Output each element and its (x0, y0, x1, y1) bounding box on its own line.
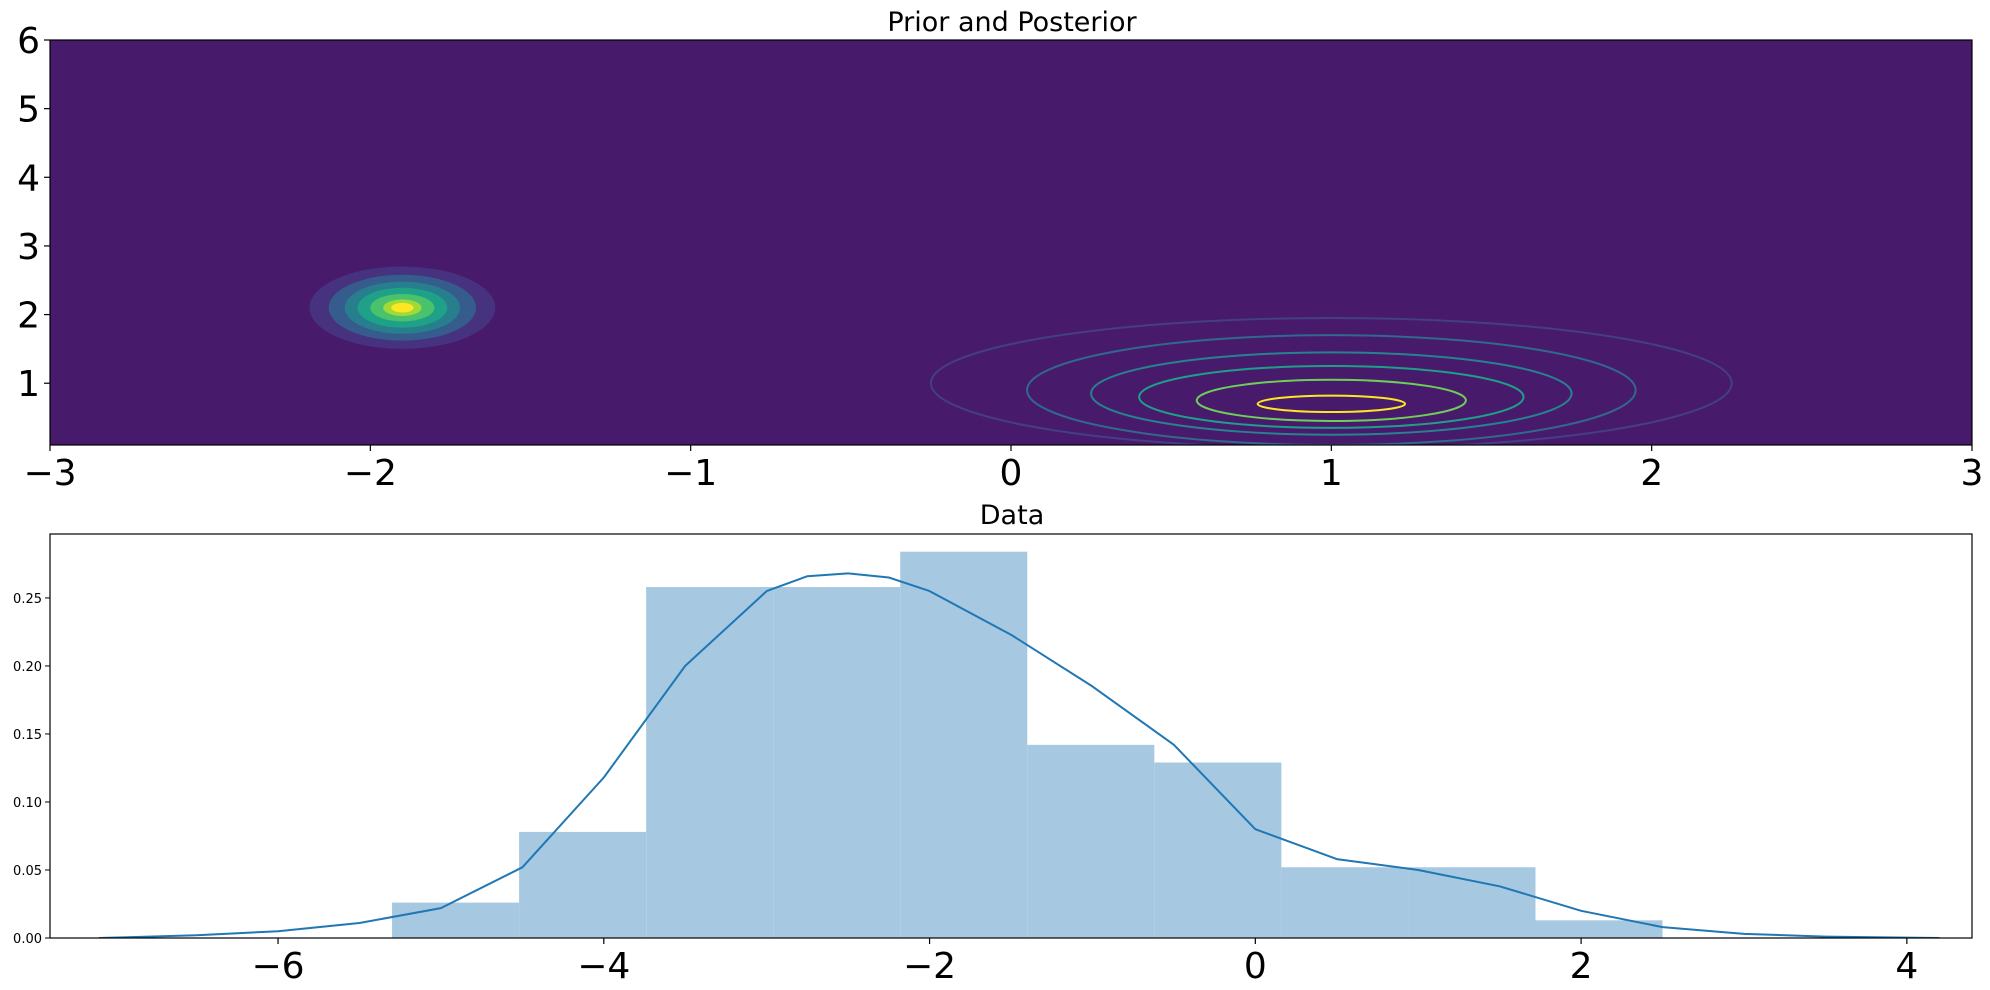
line-contour-level-0 (930, 317, 1733, 445)
prior-posterior-panel: Prior and Posterior −3 −2 −1 0 1 2 3 1 2 3 4 5 6 (17, 7, 1983, 494)
histogram-bar-2 (646, 587, 774, 938)
y-tick-label: 0.20 (13, 660, 42, 675)
y-tick-label: 3 (17, 227, 40, 268)
y-axis: 0.00 0.05 0.10 0.15 0.20 0.25 (13, 592, 50, 947)
line-contour-level-4 (1195, 378, 1467, 422)
y-tick-label: 1 (17, 364, 40, 405)
x-tick-label: 2 (1570, 946, 1593, 987)
plot-frame (49, 533, 1973, 939)
x-axis: −6 −4 −2 0 2 4 (251, 938, 1918, 987)
x-tick-label: −6 (251, 946, 304, 987)
x-tick-label: 2 (1640, 453, 1663, 494)
x-tick-label: 3 (1961, 453, 1984, 494)
x-tick-label: 1 (1320, 453, 1343, 494)
y-axis: 1 2 3 4 5 6 (17, 21, 50, 405)
x-tick-label: −2 (903, 946, 956, 987)
y-tick-label: 0.00 (13, 932, 42, 947)
data-title: Data (980, 500, 1044, 531)
y-tick-label: 5 (17, 90, 40, 131)
x-tick-label: −3 (23, 453, 76, 494)
histogram-bar-5 (1027, 744, 1155, 938)
data-panel: Data −6 −4 −2 0 2 4 0.00 0.05 0.10 0.15 0.20 0.25 (13, 500, 1973, 987)
x-tick-label: −2 (344, 453, 397, 494)
y-tick-label: 0.25 (13, 592, 42, 607)
x-tick-label: −1 (664, 453, 717, 494)
y-tick-label: 2 (17, 296, 40, 337)
histogram-bar-7 (1281, 867, 1409, 938)
plot-area-background (50, 40, 1972, 445)
filled-contour-level-6 (391, 302, 414, 313)
y-tick-label: 4 (17, 158, 40, 199)
line-contour-level-5 (1256, 394, 1407, 414)
line-contour-level-2 (1090, 351, 1573, 436)
histogram-bar-3 (773, 587, 901, 938)
y-tick-label: 6 (17, 21, 40, 62)
histogram-bars (392, 551, 1663, 938)
histogram-bar-0 (392, 902, 520, 938)
x-tick-label: 4 (1895, 946, 1918, 987)
histogram-bar-8 (1408, 867, 1536, 938)
kde-line (98, 572, 1940, 938)
contour-layer (309, 266, 1733, 445)
x-tick-label: 0 (1244, 946, 1267, 987)
x-tick-label: −4 (577, 946, 630, 987)
y-tick-label: 0.05 (13, 864, 42, 879)
line-contour-level-3 (1138, 365, 1525, 429)
x-axis: −3 −2 −1 0 1 2 3 (23, 445, 1983, 494)
kde-layer (98, 572, 1940, 938)
y-tick-label: 0.10 (13, 796, 42, 811)
histogram-bar-6 (1154, 762, 1282, 938)
y-tick-label: 0.15 (13, 728, 42, 743)
prior-posterior-title: Prior and Posterior (887, 7, 1137, 38)
histogram-bar-9 (1535, 920, 1663, 938)
histogram-bar-1 (519, 831, 647, 938)
histogram-bar-4 (900, 551, 1028, 938)
line-contour-level-1 (1026, 334, 1637, 445)
x-tick-label: 0 (1000, 453, 1023, 494)
